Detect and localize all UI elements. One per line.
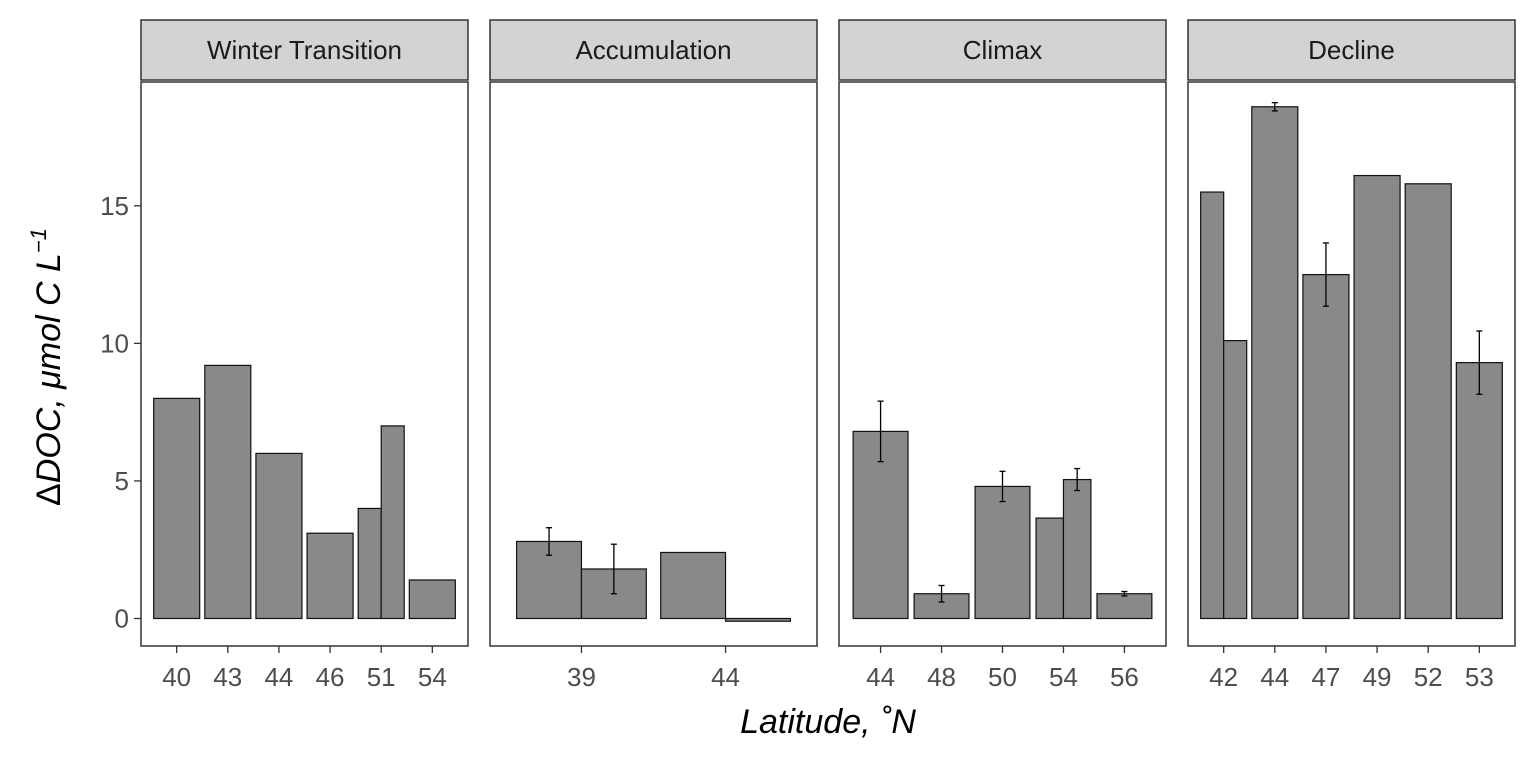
panel-climax: Climax 44 48 50 54 56: [838, 19, 1167, 692]
bar: [1035, 517, 1065, 620]
panel-title: Accumulation: [575, 35, 731, 65]
x-tick-label: 49: [1363, 662, 1392, 692]
panel-winter-transition: Winter Transition 40 43 44 46 51 54: [140, 19, 469, 692]
y-tick-label: 0: [115, 603, 129, 633]
panel-accumulation: Accumulation 39 44: [489, 19, 818, 692]
y-tick-label: 5: [115, 466, 129, 496]
bar: [255, 452, 303, 620]
y-tick-label: 10: [100, 328, 129, 358]
panel-strip: [838, 19, 1167, 81]
bar: [1251, 106, 1299, 620]
panel-title: Climax: [963, 35, 1042, 65]
bar: [357, 507, 382, 620]
bar: [660, 551, 727, 620]
x-tick-label: 40: [162, 662, 191, 692]
x-tick-label: 54: [418, 662, 447, 692]
x-tick-label: 47: [1311, 662, 1340, 692]
bar: [1062, 478, 1092, 620]
x-tick-label: 56: [1110, 662, 1139, 692]
y-axis: 0 5 10 15: [100, 191, 141, 633]
panel-title: Winter Transition: [207, 35, 402, 65]
x-tick-label: 48: [927, 662, 956, 692]
x-tick-label: 42: [1209, 662, 1238, 692]
y-axis-title: ΔDOC, μmol C L−1: [26, 228, 68, 506]
panel-strip: [489, 19, 818, 81]
bar: [1455, 362, 1503, 620]
bar: [852, 430, 909, 620]
bar: [408, 579, 456, 620]
bar: [1353, 174, 1401, 620]
bar: [1096, 593, 1153, 620]
x-tick-label: 53: [1465, 662, 1494, 692]
y-axis-title-main: DOC, μmol C L: [30, 253, 68, 483]
panel-title: Decline: [1308, 35, 1395, 65]
panel-border: [1187, 81, 1516, 647]
x-tick-label: 54: [1049, 662, 1078, 692]
bar: [1404, 183, 1452, 620]
bar: [1200, 191, 1225, 620]
panels: Winter Transition 40 43 44 46 51 54 Accumulatio…: [140, 19, 1516, 692]
bar: [380, 425, 405, 620]
y-tick-label: 15: [100, 191, 129, 221]
x-axis-title: Latitude, ˚N: [740, 703, 916, 741]
bar: [724, 617, 791, 622]
bar: [1223, 340, 1248, 620]
x-tick-label: 44: [264, 662, 293, 692]
bar: [204, 364, 252, 620]
panel-decline: Decline 42 44 47 49 52 53: [1187, 19, 1516, 692]
x-tick-label: 46: [316, 662, 345, 692]
bar: [153, 397, 201, 620]
y-axis-title-delta: Δ: [30, 483, 68, 506]
panel-strip: [1187, 19, 1516, 81]
y-axis-title-superscript: −1: [26, 228, 51, 253]
x-tick-label: 39: [567, 662, 596, 692]
x-tick-label: 44: [866, 662, 895, 692]
x-tick-label: 44: [711, 662, 740, 692]
x-tick-label: 50: [988, 662, 1017, 692]
x-tick-label: 52: [1414, 662, 1443, 692]
x-tick-label: 43: [213, 662, 242, 692]
bar: [974, 485, 1031, 620]
bar: [1302, 273, 1350, 620]
x-tick-label: 44: [1260, 662, 1289, 692]
panel-border: [140, 81, 469, 647]
bar: [306, 532, 354, 620]
panel-border: [489, 81, 818, 647]
x-tick-label: 51: [367, 662, 396, 692]
panel-strip: [140, 19, 469, 81]
